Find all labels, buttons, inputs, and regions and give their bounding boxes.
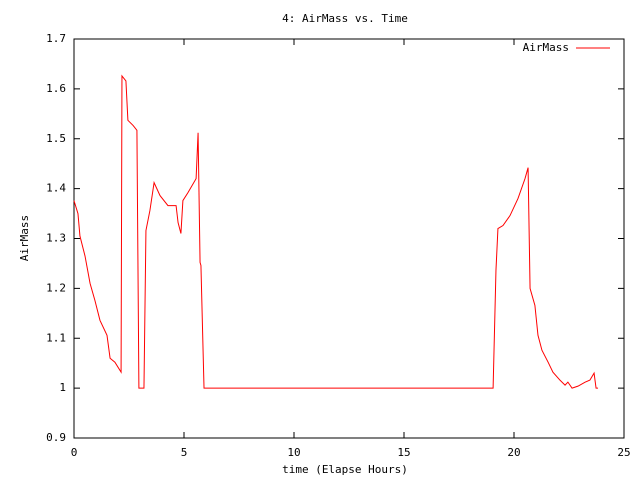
y-tick-label: 1.7 <box>46 32 66 45</box>
x-tick-label: 15 <box>397 446 410 459</box>
x-axis-label: time (Elapse Hours) <box>282 463 408 476</box>
x-tick-label: 0 <box>71 446 78 459</box>
y-tick-label: 1.2 <box>46 281 66 294</box>
legend-label: AirMass <box>523 41 569 54</box>
y-tick-label: 1.1 <box>46 331 66 344</box>
y-tick-label: 1.5 <box>46 132 66 145</box>
y-tick-label: 0.9 <box>46 431 66 444</box>
data-line <box>73 74 599 389</box>
y-tick-label: 1.3 <box>46 232 66 245</box>
y-tick-label: 1.6 <box>46 82 66 95</box>
x-tick-label: 5 <box>181 446 188 459</box>
chart-title: 4: AirMass vs. Time <box>282 12 408 25</box>
y-axis-label: AirMass <box>18 215 31 261</box>
x-tick-label: 20 <box>507 446 520 459</box>
y-tick-label: 1.4 <box>46 182 66 195</box>
y-tick-label: 1 <box>59 381 66 394</box>
plot-frame <box>73 38 625 439</box>
x-tick-label: 10 <box>287 446 300 459</box>
x-tick-label: 25 <box>617 446 630 459</box>
